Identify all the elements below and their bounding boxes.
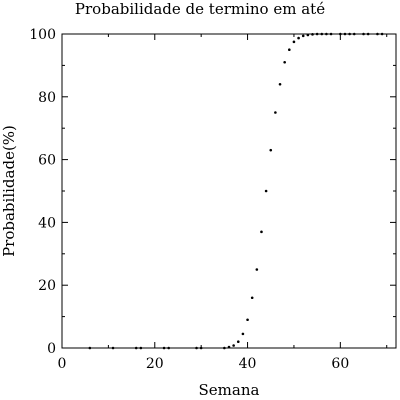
data-point bbox=[339, 32, 342, 36]
y-axis-label: Probabilidade(%) bbox=[0, 125, 18, 257]
data-point bbox=[246, 318, 249, 322]
data-point bbox=[366, 32, 370, 36]
chart-title: Probabilidade de termino em até bbox=[75, 0, 325, 18]
x-tick-label: 60 bbox=[331, 356, 349, 372]
data-point bbox=[362, 32, 365, 36]
data-point bbox=[306, 33, 310, 37]
y-tick-label: 80 bbox=[38, 90, 56, 106]
y-tick-label: 100 bbox=[29, 27, 56, 43]
data-point bbox=[329, 32, 333, 36]
data-point bbox=[232, 344, 235, 347]
data-point bbox=[292, 40, 296, 44]
data-point bbox=[223, 346, 226, 350]
data-points bbox=[88, 32, 384, 350]
data-point bbox=[88, 346, 92, 350]
x-axis: 0 20 40 60 bbox=[58, 34, 388, 372]
data-point bbox=[241, 332, 245, 336]
data-point bbox=[236, 340, 240, 344]
data-point bbox=[269, 148, 273, 152]
data-point bbox=[320, 32, 324, 36]
data-point bbox=[380, 32, 384, 36]
data-point bbox=[274, 111, 277, 114]
data-point bbox=[227, 345, 231, 349]
data-point bbox=[301, 34, 305, 38]
x-tick-label: 0 bbox=[58, 356, 67, 372]
data-point bbox=[297, 36, 300, 40]
data-point bbox=[139, 346, 143, 350]
x-tick-label: 20 bbox=[146, 356, 164, 372]
y-axis: 0 20 40 60 80 100 bbox=[29, 27, 396, 357]
y-tick-label: 20 bbox=[38, 278, 56, 294]
data-point bbox=[111, 346, 115, 350]
data-point bbox=[325, 32, 328, 36]
x-tick-label: 40 bbox=[239, 356, 257, 372]
y-tick-label: 0 bbox=[47, 341, 56, 357]
x-axis-label: Semana bbox=[199, 381, 260, 399]
data-point bbox=[348, 32, 351, 36]
plot-frame bbox=[61, 33, 397, 349]
y-tick-label: 40 bbox=[38, 215, 56, 231]
data-point bbox=[199, 346, 203, 350]
data-point bbox=[264, 189, 268, 193]
data-point bbox=[376, 32, 379, 36]
data-point bbox=[278, 82, 282, 86]
data-point bbox=[250, 296, 254, 300]
data-point bbox=[352, 32, 356, 36]
data-point bbox=[260, 230, 263, 234]
data-point bbox=[134, 346, 138, 350]
data-point bbox=[283, 60, 286, 64]
data-point bbox=[315, 32, 319, 36]
data-point bbox=[167, 346, 170, 350]
data-point bbox=[343, 32, 347, 36]
data-point bbox=[311, 33, 314, 36]
data-point bbox=[288, 48, 291, 51]
data-point bbox=[162, 346, 166, 350]
data-point bbox=[195, 346, 198, 350]
y-tick-label: 60 bbox=[38, 153, 56, 169]
data-point bbox=[255, 268, 259, 271]
